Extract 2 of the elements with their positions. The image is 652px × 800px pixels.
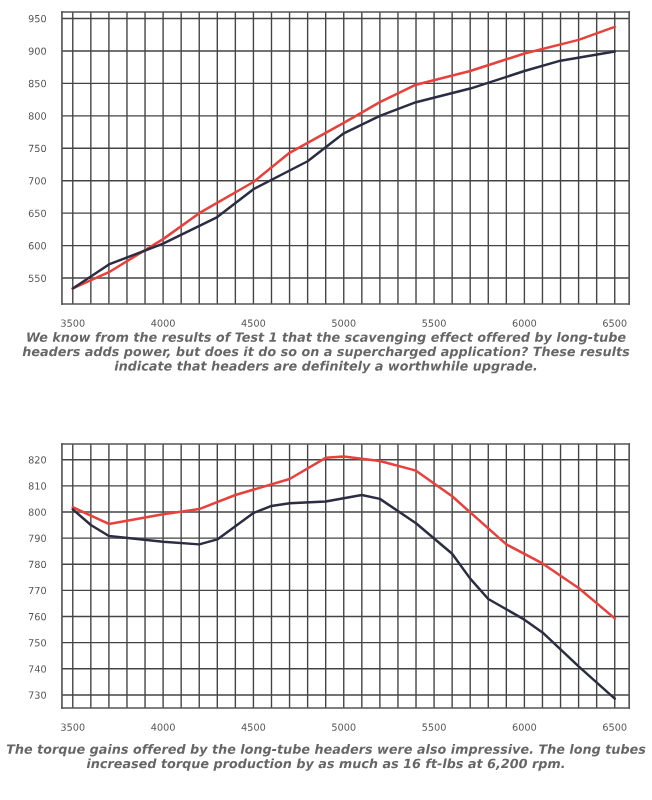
line-series <box>71 493 616 700</box>
line-series <box>71 455 616 620</box>
